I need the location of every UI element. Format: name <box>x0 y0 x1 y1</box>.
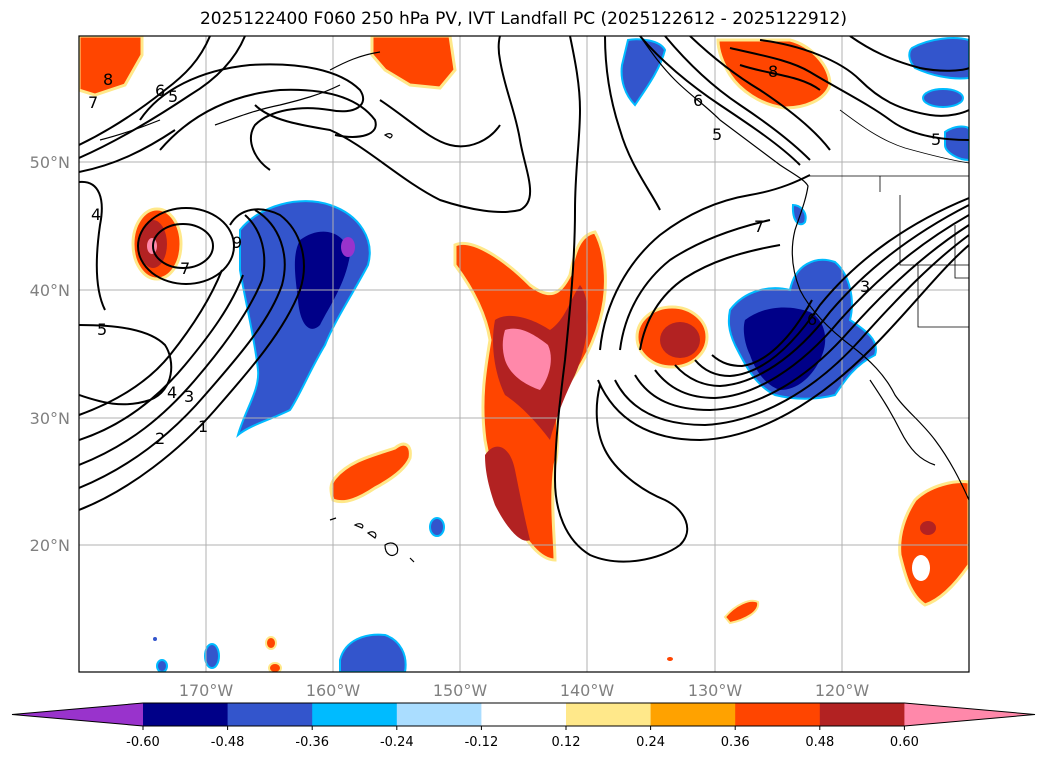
contour-label: 6 <box>693 91 703 110</box>
contour-label: 9 <box>232 233 242 252</box>
contour-label: 8 <box>103 70 113 89</box>
contour-label: 4 <box>167 383 177 402</box>
colorbar-tick-label: 0.36 <box>721 735 750 750</box>
colorbar: -0.60 -0.48 -0.36 -0.24 -0.12 0.12 0.24 0.36 0.4… <box>11 702 1036 750</box>
colorbar-segment <box>650 703 736 726</box>
colorbar-tick-label: -0.12 <box>465 735 499 750</box>
colorbar-segment <box>312 703 398 726</box>
lat-label: 30°N <box>30 409 70 428</box>
colorbar-tick-label: -0.60 <box>126 735 160 750</box>
pv-contours <box>79 36 969 563</box>
colorbar-segment <box>227 703 313 726</box>
contour-labels: 8 7 6 5 4 5 9 7 4 3 2 1 8 6 5 7 6 3 5 <box>88 62 941 448</box>
contour-label: 6 <box>807 310 817 329</box>
lon-label: 160°W <box>306 681 361 700</box>
colorbar-segment <box>735 703 821 726</box>
anomaly-red-top <box>370 36 457 90</box>
contour-label: 5 <box>931 130 941 149</box>
colorbar-segment <box>481 703 567 726</box>
map-content <box>79 36 969 672</box>
contour-label: 3 <box>860 277 870 296</box>
contour-label: 7 <box>180 259 190 278</box>
shaded-anomalies <box>79 36 969 672</box>
contour-label: 5 <box>97 320 107 339</box>
colorbar-extend-right <box>904 703 1035 726</box>
anomaly-red-tiny <box>723 599 760 625</box>
lat-label: 20°N <box>30 536 70 555</box>
colorbar-extend-left <box>12 703 143 726</box>
anomaly-blue-bottom <box>339 633 407 672</box>
colorbar-segment <box>566 703 652 726</box>
colorbar-tick-label: 0.48 <box>805 735 834 750</box>
contour-label: 6 <box>155 81 165 100</box>
colorbar-tick-label: 0.60 <box>890 735 919 750</box>
map-frame <box>78 35 970 673</box>
colorbar-segment <box>396 703 482 726</box>
lon-label: 120°W <box>815 681 870 700</box>
contour-label: 5 <box>712 125 722 144</box>
lon-label: 150°W <box>433 681 488 700</box>
contour-label: 7 <box>754 217 764 236</box>
colorbar-tick-label: 0.12 <box>552 735 581 750</box>
contour-label: 8 <box>768 62 778 81</box>
lon-label: 170°W <box>179 681 234 700</box>
lon-label: 140°W <box>560 681 615 700</box>
lat-label: 40°N <box>30 281 70 300</box>
contour-label: 1 <box>198 417 208 436</box>
longitude-labels: 170°W 160°W 150°W 140°W 130°W 120°W <box>179 681 870 700</box>
contour-label: 2 <box>155 429 165 448</box>
colorbar-tick-label: -0.48 <box>211 735 245 750</box>
anomaly-red-nw <box>79 36 144 97</box>
anomaly-blue-ne3 <box>944 125 969 162</box>
anomaly-blue-ne2 <box>922 88 964 108</box>
lat-label: 50°N <box>30 153 70 172</box>
contour-label: 3 <box>184 387 194 406</box>
colorbar-tick-label: -0.24 <box>380 735 414 750</box>
colorbar-tick-label: 0.24 <box>636 735 665 750</box>
contour-label: 7 <box>88 93 98 112</box>
latitude-labels: 50°N 40°N 30°N 20°N <box>30 153 70 555</box>
colorbar-tick-label: -0.36 <box>295 735 329 750</box>
map-title: 2025122400 F060 250 hPa PV, IVT Landfall… <box>199 9 847 29</box>
colorbar-segment <box>143 703 229 726</box>
contour-label: 5 <box>168 87 178 106</box>
contour-label: 4 <box>91 205 101 224</box>
lon-label: 130°W <box>688 681 743 700</box>
gridlines <box>79 36 969 672</box>
colorbar-segment <box>819 703 905 726</box>
coastlines <box>99 36 969 563</box>
